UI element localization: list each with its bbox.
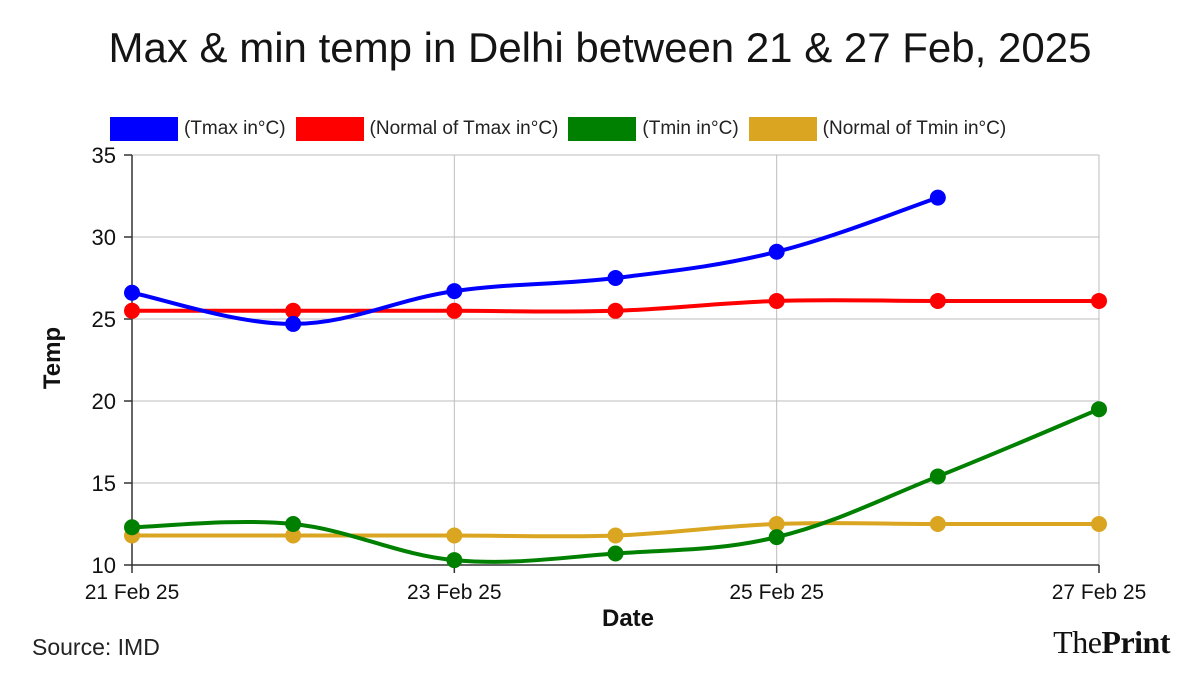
data-point-3	[285, 527, 302, 544]
series-line-0	[130, 195, 940, 326]
legend-swatch-tmax	[110, 117, 178, 141]
data-point-3	[768, 516, 785, 532]
data-point-2	[124, 519, 140, 536]
legend-label-normal-tmax: (Normal of Tmax in°C)	[369, 118, 559, 139]
theprint-logo: ThePrint	[1053, 624, 1170, 661]
y-tick-label: 35	[92, 143, 116, 168]
x-axis-title: Date	[602, 605, 654, 632]
data-point-3	[1091, 516, 1107, 532]
legend-item-tmax: (Tmax in°C)	[110, 117, 286, 141]
grid-lines	[132, 154, 1100, 566]
legend-swatch-normal-tmax	[295, 117, 364, 141]
x-tick-label: 23 Feb 25	[407, 581, 502, 604]
data-point-2	[446, 552, 463, 569]
data-point-1	[929, 292, 946, 309]
x-tick-label: 25 Feb 25	[729, 581, 824, 604]
data-point-1	[768, 292, 785, 309]
data-point-0	[929, 189, 946, 206]
y-axis-title: Temp	[39, 327, 66, 389]
series-lines	[130, 195, 1101, 564]
data-point-3	[607, 527, 624, 544]
y-tick-label: 15	[92, 471, 116, 496]
x-tick-label: 21 Feb 25	[85, 581, 180, 604]
source-note: Source: IMD	[32, 634, 160, 660]
data-point-2	[285, 516, 302, 532]
data-point-1	[285, 302, 302, 319]
series-points	[124, 189, 1107, 569]
legend-label-tmax: (Tmax in°C)	[184, 118, 286, 139]
legend-item-tmin: (Tmin in°C)	[568, 117, 739, 141]
data-point-3	[929, 516, 946, 532]
data-point-2	[1091, 401, 1107, 418]
legend-item-normal-tmax: (Normal of Tmax in°C)	[295, 117, 559, 141]
chart-title: Max & min temp in Delhi between 21 & 27 …	[108, 24, 1092, 71]
logo-print: Print	[1101, 624, 1170, 660]
legend-label-tmin: (Tmin in°C)	[642, 118, 739, 139]
legend-label-normal-tmin: (Normal of Tmin in°C)	[822, 118, 1007, 139]
data-point-1	[1091, 292, 1107, 309]
data-point-3	[446, 527, 463, 544]
data-point-2	[607, 545, 624, 562]
data-point-1	[446, 302, 463, 319]
data-point-1	[124, 302, 140, 319]
data-point-2	[768, 529, 785, 546]
y-tick-label: 30	[92, 225, 116, 250]
axis-labels: 10 15 20 25 30 35 21 Feb 25 23 Feb 25 25 Feb 25 2…	[39, 143, 1146, 632]
chart-legend: (Tmax in°C) (Normal of Tmax in°C) (Tmin …	[110, 114, 1016, 144]
y-tick-label: 25	[92, 307, 116, 332]
data-point-0	[446, 283, 463, 300]
legend-item-normal-tmin: (Normal of Tmin in°C)	[748, 117, 1007, 141]
legend-swatch-normal-tmin	[748, 117, 817, 141]
x-tick-label: 27 Feb 25	[1052, 581, 1147, 604]
data-point-0	[768, 243, 785, 260]
chart-axes	[124, 154, 1100, 573]
legend-swatch-tmin	[568, 117, 637, 141]
data-point-0	[285, 315, 302, 332]
data-point-2	[929, 468, 946, 485]
data-point-1	[607, 302, 624, 319]
logo-the: The	[1053, 624, 1102, 660]
data-point-0	[124, 284, 140, 301]
y-tick-label: 10	[92, 553, 116, 578]
data-point-0	[607, 270, 624, 286]
y-tick-label: 20	[92, 389, 116, 414]
